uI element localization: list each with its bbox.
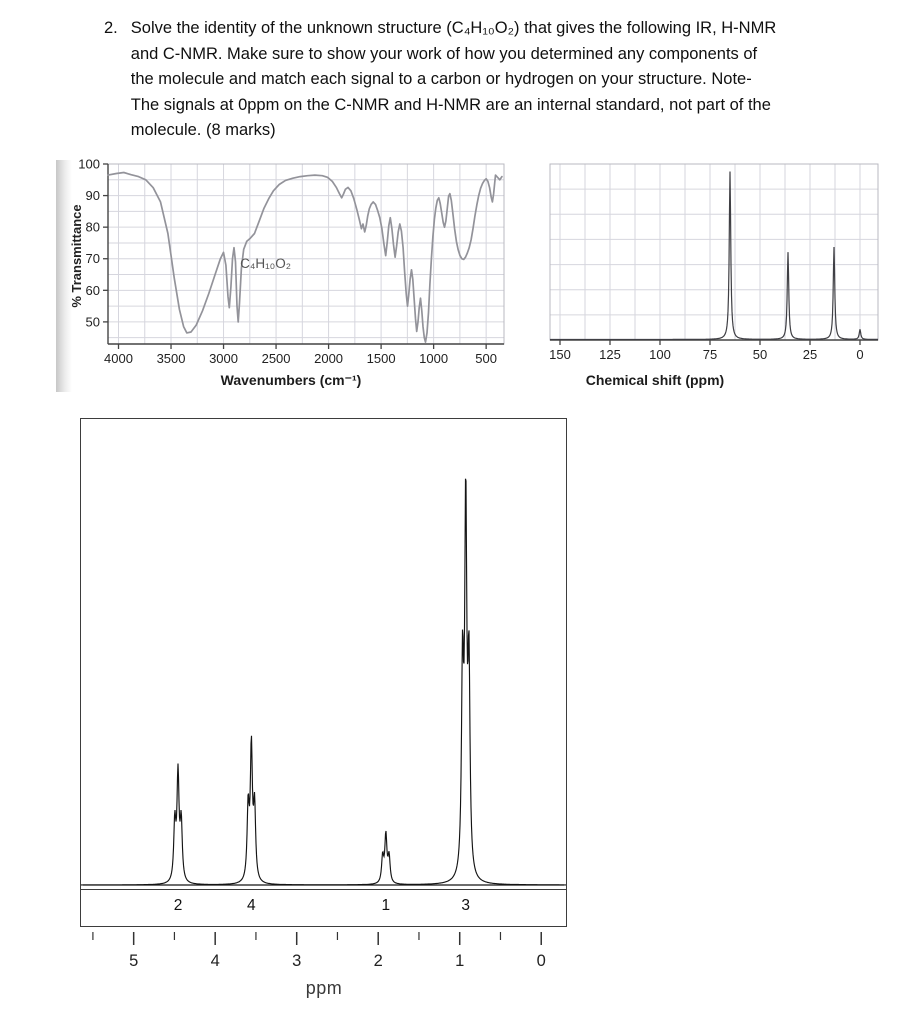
hnmr-x-tick-label: 4 — [211, 952, 220, 970]
ir-grid — [108, 163, 504, 344]
cnmr-x-tick-label: 125 — [599, 347, 621, 362]
integration-value: 2 — [173, 897, 183, 914]
hnmr-x-tick-label: 1 — [455, 952, 464, 970]
hnmr-plot — [81, 478, 566, 886]
ir-y-tick-label: 100 — [78, 158, 100, 172]
cnmr-x-tick-label: 150 — [549, 347, 571, 362]
ir-y-tick-label: 70 — [86, 251, 100, 266]
ir-x-tick-label: 3000 — [209, 351, 238, 366]
integration-value: 4 — [247, 897, 256, 914]
ir-y-tick-label: 50 — [86, 314, 100, 329]
integration-value: 1 — [381, 897, 391, 914]
hnmr-x-tick-label: 2 — [374, 952, 383, 970]
ir-plot-area: 100 90 80 70 60 50 4000 3500 3000 2500 2000 1500 100… — [74, 158, 522, 370]
cnmr-plot-border — [549, 163, 879, 341]
ir-y-tick-label: 60 — [86, 283, 100, 298]
ir-y-tick-label: 90 — [86, 188, 100, 203]
ir-x-tick-label: 3500 — [157, 351, 186, 366]
cnmr-x-tick-label: 25 — [803, 347, 817, 362]
question-number: 2. — [104, 19, 118, 37]
hnmr-spectrum-box — [80, 418, 567, 890]
cnmr-spectrum-figure: 150 125 100 75 50 25 0 Chemical shift (ppm) — [548, 158, 888, 388]
cnmr-plot: 150 125 100 75 50 25 0 — [549, 163, 879, 362]
ir-curve — [107, 171, 503, 343]
question-line: molecule. (8 marks) — [130, 121, 276, 139]
hnmr-peaks — [81, 478, 566, 886]
ir-annotation: C₄H₁₀O₂ — [240, 256, 291, 271]
hnmr-axis-ticks: 5 4 3 2 1 0 — [92, 932, 546, 970]
scan-edge-artifact — [56, 160, 72, 392]
cnmr-x-tick-label: 50 — [753, 347, 767, 362]
cnmr-grid — [550, 163, 878, 341]
ir-x-tick-label: 500 — [475, 351, 497, 366]
hnmr-x-tick-label: 0 — [537, 952, 546, 970]
cnmr-x-tick-label: 75 — [703, 347, 717, 362]
ir-x-tick-label: 1000 — [419, 351, 448, 366]
hnmr-x-tick-label: 5 — [129, 952, 138, 970]
question-line: the molecule and match each signal to a … — [130, 70, 752, 88]
integration-strip: 2 4 1 3 — [80, 890, 567, 927]
hnmr-spectrum-figure: 2 4 1 3 5 4 3 2 1 0 ppm — [80, 418, 568, 999]
ir-x-tick-label: 2000 — [314, 351, 343, 366]
ir-x-tick-label: 4000 — [104, 351, 133, 366]
cnmr-x-tick-label: 100 — [649, 347, 671, 362]
cnmr-peaks — [550, 171, 878, 341]
ir-x-axis-label: Wavenumbers (cm⁻¹) — [220, 372, 362, 388]
question-line: and C-NMR. Make sure to show your work o… — [130, 44, 758, 63]
integration-value: 3 — [461, 897, 471, 914]
ir-plot: 100 90 80 70 60 50 4000 3500 3000 2500 2000 1500 100… — [78, 158, 505, 366]
ir-y-tick-label: 80 — [86, 220, 100, 235]
cnmr-x-tick-label: 0 — [856, 347, 863, 362]
hnmr-x-axis-label: ppm — [305, 978, 343, 998]
ir-x-tick-label: 2500 — [262, 351, 291, 366]
question-block: 2. Solve the identity of the unknown str… — [104, 16, 898, 144]
question-line: The signals at 0ppm on the C-NMR and H-N… — [130, 95, 771, 114]
ir-plot-border — [107, 163, 505, 345]
cnmr-x-axis-label: Chemical shift (ppm) — [585, 372, 725, 388]
ir-x-tick-label: 1500 — [367, 351, 396, 366]
question-line: Solve the identity of the unknown struct… — [130, 19, 777, 37]
hnmr-x-tick-label: 3 — [292, 952, 301, 970]
question-text: Solve the identity of the unknown struct… — [131, 16, 776, 144]
